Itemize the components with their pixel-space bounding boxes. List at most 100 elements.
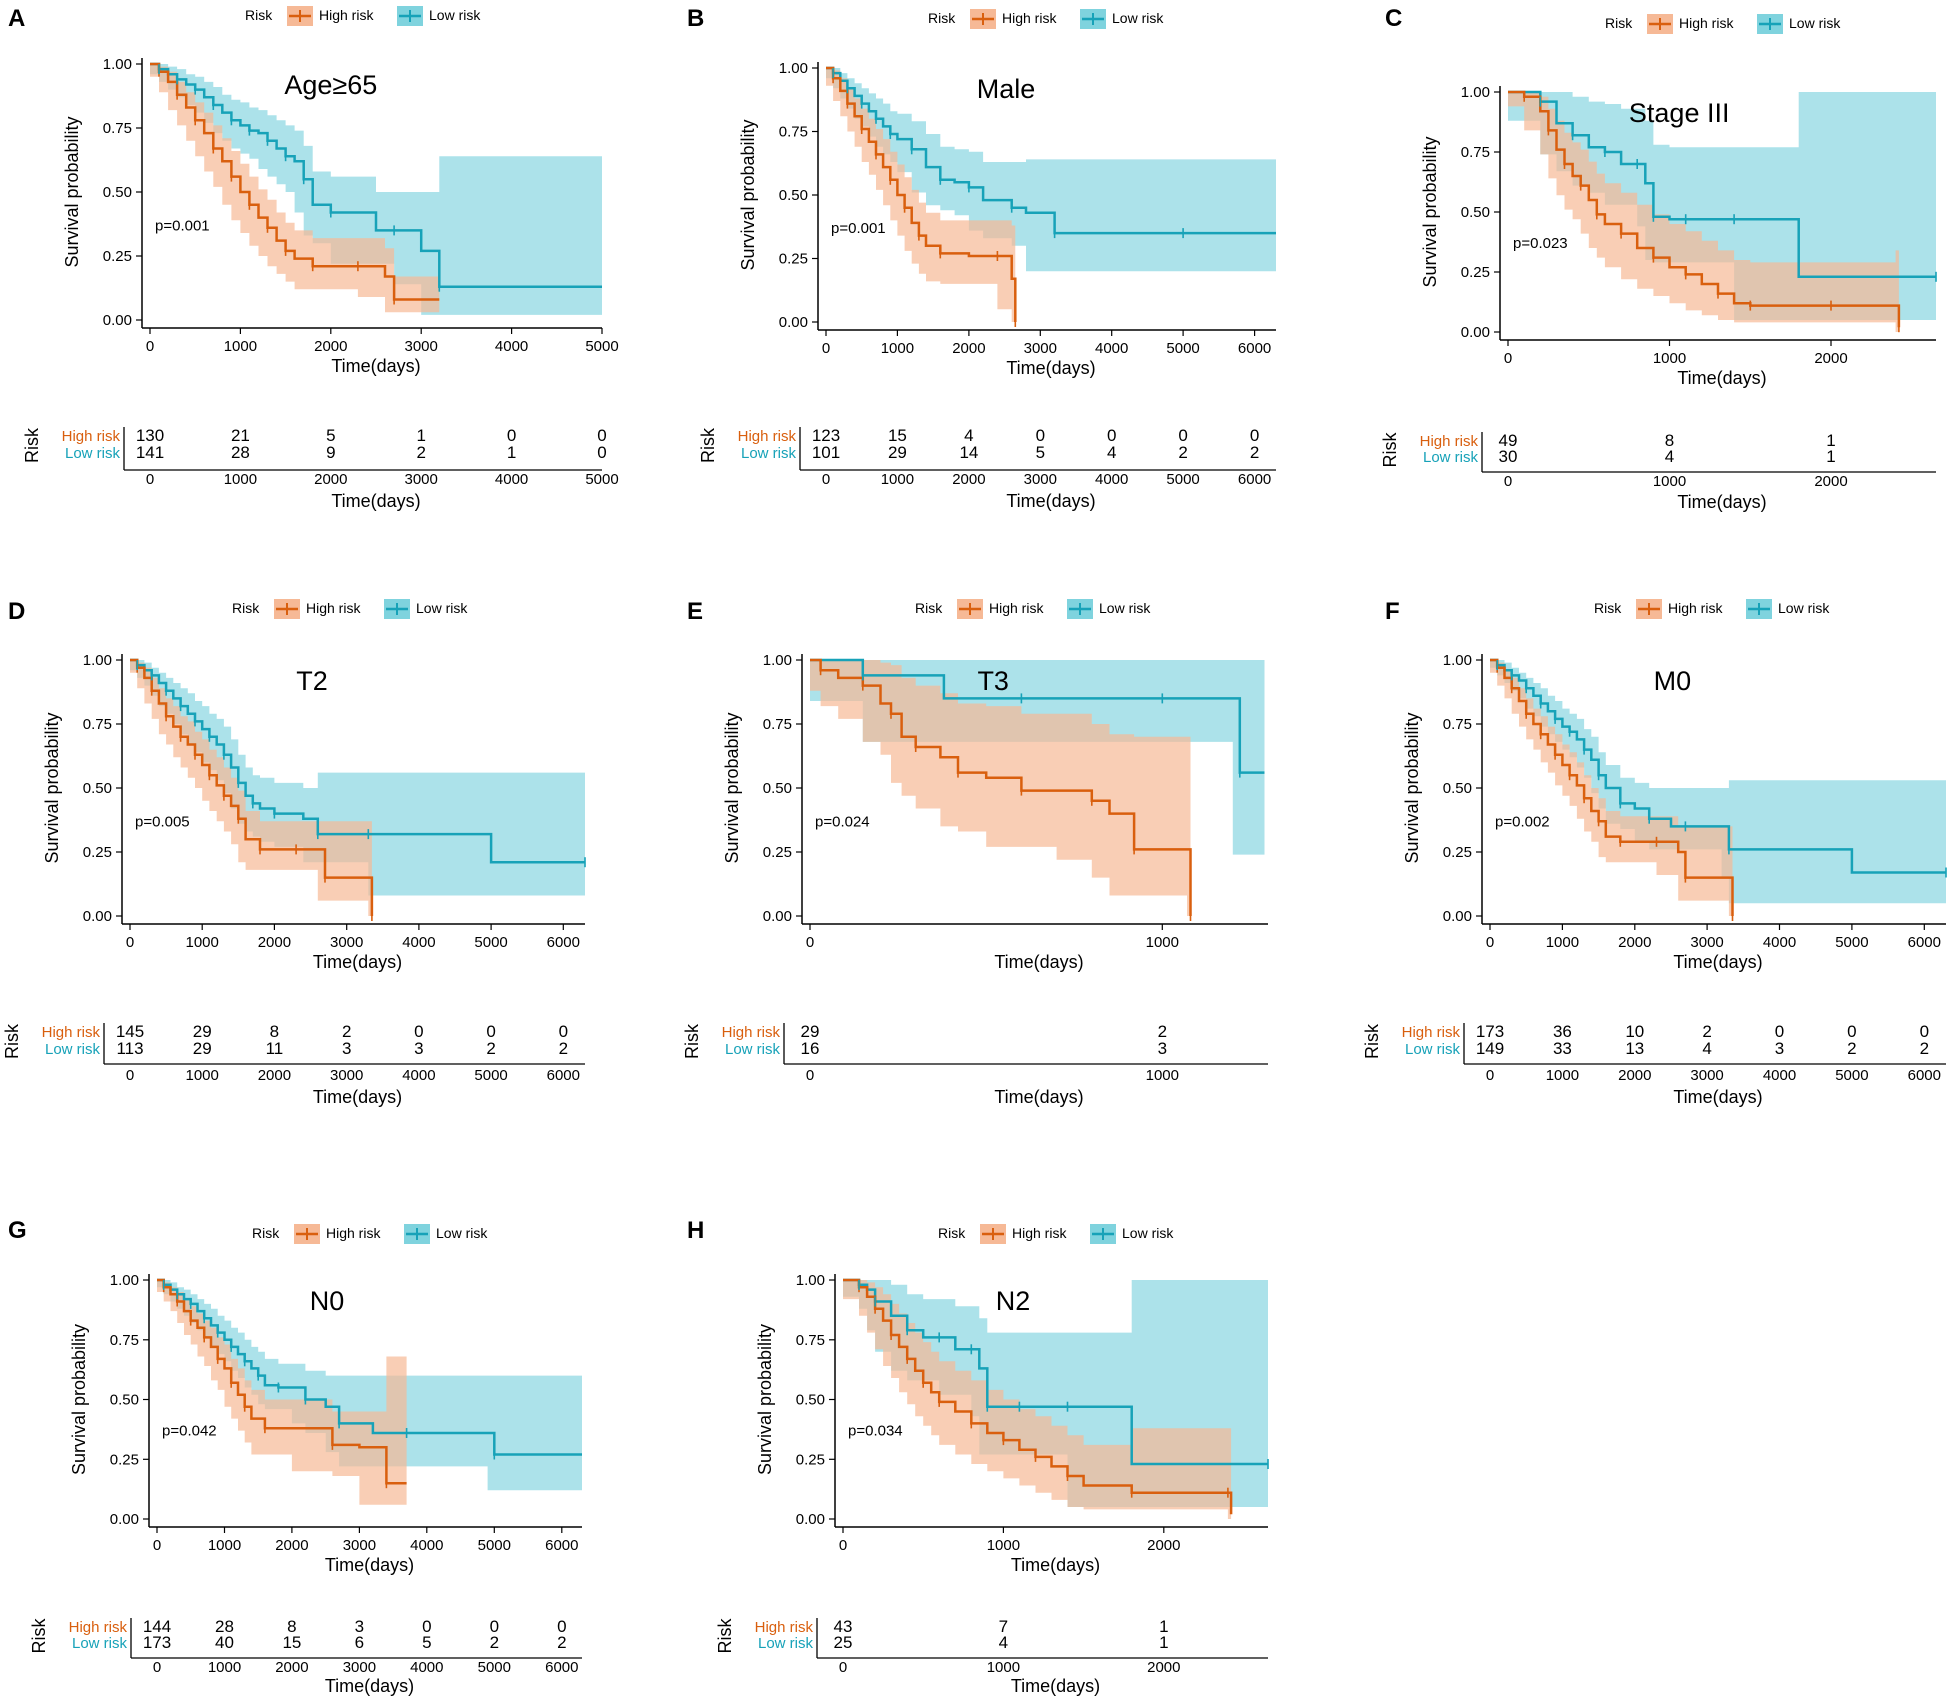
x-tick-label: 6000 bbox=[1908, 934, 1941, 951]
x-tick-label: 0 bbox=[1486, 934, 1494, 951]
risk-row-label-high: High risk bbox=[1420, 433, 1479, 450]
risk-count-low: 4 bbox=[1665, 447, 1674, 466]
risk-count-high: 21 bbox=[231, 426, 250, 445]
legend: Risk High risk Low risk bbox=[915, 599, 1151, 619]
y-tick-label: 1.00 bbox=[763, 652, 792, 669]
risk-count-low: 11 bbox=[266, 1039, 284, 1058]
risk-table-tick-label: 2000 bbox=[1618, 1067, 1651, 1084]
y-axis-label: Survival probability bbox=[738, 119, 758, 270]
legend: Risk High risk Low risk bbox=[1605, 14, 1841, 34]
chart-title: N0 bbox=[310, 1286, 345, 1316]
risk-count-low: 2 bbox=[1250, 443, 1259, 462]
risk-table-tick-label: 6000 bbox=[547, 1067, 580, 1084]
risk-count-high: 2 bbox=[1702, 1022, 1711, 1041]
legend-label-low: Low risk bbox=[436, 1225, 488, 1241]
legend: Risk High risk Low risk bbox=[928, 9, 1164, 29]
x-tick-label: 1000 bbox=[1546, 934, 1579, 951]
risk-count-high: 10 bbox=[1625, 1022, 1644, 1041]
risk-table-xlabel: Time(days) bbox=[1006, 491, 1095, 511]
risk-count-high: 49 bbox=[1499, 431, 1518, 450]
risk-row-label-low: Low risk bbox=[741, 445, 797, 462]
risk-count-low: 173 bbox=[143, 1633, 171, 1652]
risk-count-low: 3 bbox=[1158, 1039, 1167, 1058]
x-tick-label: 3000 bbox=[330, 934, 363, 951]
risk-count-high: 1 bbox=[1826, 431, 1835, 450]
risk-row-label-low: Low risk bbox=[758, 1635, 814, 1652]
risk-table-tick-label: 0 bbox=[146, 471, 154, 488]
x-axis-label: Time(days) bbox=[1673, 952, 1762, 972]
legend-label-high: High risk bbox=[989, 600, 1044, 616]
risk-count-high: 2 bbox=[1158, 1022, 1167, 1041]
x-tick-label: 0 bbox=[126, 934, 134, 951]
y-tick-label: 0.25 bbox=[83, 844, 112, 861]
risk-count-high: 0 bbox=[1036, 426, 1045, 445]
curve-high-risk bbox=[150, 62, 440, 301]
y-tick-label: 1.00 bbox=[110, 1272, 139, 1289]
ci-band-high-risk bbox=[1490, 660, 1733, 916]
risk-count-high: 7 bbox=[999, 1617, 1008, 1636]
risk-row-label-low: Low risk bbox=[72, 1635, 128, 1652]
legend-label-low: Low risk bbox=[429, 7, 481, 23]
risk-table-tick-label: 2000 bbox=[1814, 473, 1847, 490]
risk-count-low: 29 bbox=[888, 443, 907, 462]
risk-count-high: 36 bbox=[1553, 1022, 1572, 1041]
x-tick-label: 0 bbox=[153, 1537, 161, 1554]
y-tick-label: 0.50 bbox=[763, 780, 792, 797]
y-axis-label: Survival probability bbox=[755, 1324, 775, 1475]
risk-count-low: 28 bbox=[231, 443, 250, 462]
risk-table-xlabel: Time(days) bbox=[331, 491, 420, 511]
curve-low-risk bbox=[1508, 90, 1936, 279]
risk-row-label-high: High risk bbox=[738, 428, 797, 445]
legend-title: Risk bbox=[928, 10, 956, 26]
legend-title: Risk bbox=[938, 1225, 966, 1241]
risk-count-low: 1 bbox=[507, 443, 516, 462]
y-tick-label: 0.50 bbox=[83, 780, 112, 797]
risk-table-tick-label: 2000 bbox=[314, 471, 347, 488]
risk-table-tick-label: 1000 bbox=[208, 1659, 241, 1676]
risk-table-tick-label: 6000 bbox=[1908, 1067, 1941, 1084]
risk-count-high: 0 bbox=[557, 1617, 566, 1636]
x-tick-label: 1000 bbox=[224, 338, 257, 355]
ci-band-high-risk bbox=[810, 660, 1191, 916]
risk-count-high: 0 bbox=[1920, 1022, 1929, 1041]
x-tick-label: 4000 bbox=[410, 1537, 443, 1554]
risk-count-low: 5 bbox=[422, 1633, 431, 1652]
legend-label-low: Low risk bbox=[416, 600, 468, 616]
risk-table-tick-label: 4000 bbox=[402, 1067, 435, 1084]
y-tick-label: 0.00 bbox=[103, 312, 132, 329]
curve-high-risk bbox=[130, 658, 374, 916]
panel-label: G bbox=[8, 1217, 27, 1244]
y-tick-label: 0.25 bbox=[796, 1451, 825, 1468]
ci-band-high-risk bbox=[130, 660, 372, 916]
risk-row-label-low: Low risk bbox=[725, 1041, 781, 1058]
x-tick-label: 6000 bbox=[1238, 340, 1271, 357]
panel-label: B bbox=[687, 5, 704, 32]
risk-table-ylabel: Risk bbox=[715, 1618, 735, 1654]
legend-label-high: High risk bbox=[1002, 10, 1057, 26]
risk-count-high: 29 bbox=[193, 1022, 212, 1041]
risk-table-tick-label: 1000 bbox=[1546, 1067, 1579, 1084]
x-axis-label: Time(days) bbox=[313, 952, 402, 972]
curve-low-risk bbox=[150, 62, 602, 288]
risk-count-high: 0 bbox=[1178, 426, 1187, 445]
risk-count-high: 0 bbox=[559, 1022, 568, 1041]
ci-band-high-risk bbox=[826, 68, 1016, 322]
x-tick-label: 4000 bbox=[1763, 934, 1796, 951]
chart-title: Stage III bbox=[1629, 98, 1730, 128]
y-tick-label: 0.50 bbox=[110, 1392, 139, 1409]
x-axis-label: Time(days) bbox=[325, 1555, 414, 1575]
x-tick-label: 2000 bbox=[1618, 934, 1651, 951]
x-tick-label: 5000 bbox=[1166, 340, 1199, 357]
risk-count-high: 145 bbox=[116, 1022, 144, 1041]
risk-count-low: 15 bbox=[282, 1633, 301, 1652]
chart-title: T3 bbox=[977, 666, 1009, 696]
x-tick-label: 5000 bbox=[585, 338, 618, 355]
risk-count-high: 1 bbox=[416, 426, 425, 445]
risk-count-high: 130 bbox=[136, 426, 164, 445]
risk-table-tick-label: 1000 bbox=[224, 471, 257, 488]
risk-count-low: 1 bbox=[1159, 1633, 1168, 1652]
panel-e: E Risk High risk Low risk0.000.250.500.751.… bbox=[682, 598, 1268, 1107]
panel-h: H Risk High risk Low risk0.000.250.500.751.… bbox=[687, 1217, 1269, 1696]
